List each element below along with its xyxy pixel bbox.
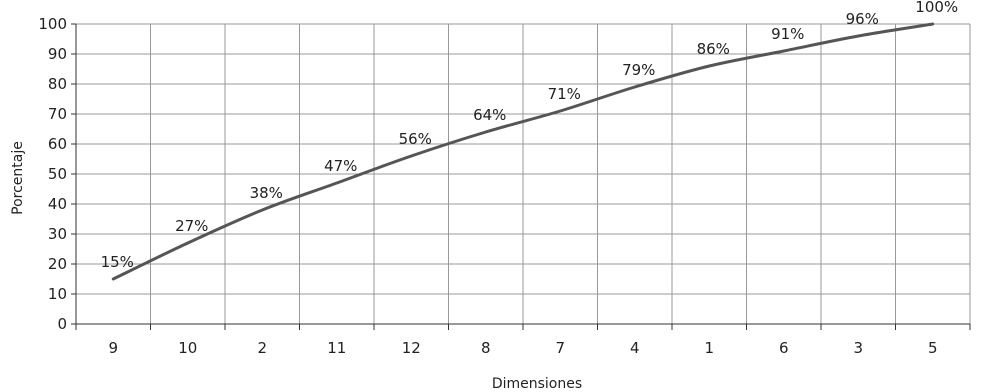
- series-line-group: [111, 22, 935, 281]
- series-line: [111, 22, 935, 281]
- data-label: 86%: [697, 40, 730, 58]
- data-label: 27%: [175, 217, 208, 235]
- data-label: 38%: [250, 184, 283, 202]
- y-axis-title: Porcentaje: [10, 141, 26, 215]
- data-label: 64%: [473, 106, 506, 124]
- y-tick-label: 90: [48, 45, 67, 63]
- y-tick-label: 20: [48, 255, 67, 273]
- y-tick-label: 60: [48, 135, 67, 153]
- y-tick-label: 50: [48, 165, 67, 183]
- data-label: 47%: [324, 157, 357, 175]
- data-label: 96%: [846, 10, 879, 28]
- data-label: 56%: [399, 130, 432, 148]
- data-labels: 15% 27% 38% 47% 56% 64% 71% 79% 86% 91% 96% 100%: [101, 0, 959, 271]
- chart-axes: [71, 23, 971, 330]
- x-tick-label: 11: [327, 339, 346, 357]
- x-tick-label: 7: [555, 339, 565, 357]
- x-tick-label: 10: [178, 339, 197, 357]
- x-tick-labels: 9 10 2 11 12 8 7 4 1 6 3 5: [108, 339, 937, 357]
- x-tick-label: 6: [779, 339, 789, 357]
- y-tick-label: 30: [48, 225, 67, 243]
- x-tick-label: 1: [704, 339, 714, 357]
- y-tick-label: 40: [48, 195, 67, 213]
- y-tick-label: 10: [48, 285, 67, 303]
- x-tick-label: 5: [928, 339, 938, 357]
- x-tick-label: 4: [630, 339, 640, 357]
- x-tick-label: 9: [108, 339, 118, 357]
- x-tick-label: 8: [481, 339, 491, 357]
- data-label: 91%: [771, 25, 804, 43]
- data-label: 71%: [548, 85, 581, 103]
- y-tick-labels: 0 10 20 30 40 50 60 70 80 90 100: [38, 15, 67, 333]
- grid-lines: [75, 23, 971, 325]
- x-tick-label: 2: [257, 339, 267, 357]
- y-tick-label: 100: [38, 15, 67, 33]
- x-tick-label: 12: [402, 339, 421, 357]
- data-label: 79%: [622, 61, 655, 79]
- y-tick-label: 70: [48, 105, 67, 123]
- x-tick-label: 3: [853, 339, 863, 357]
- y-tick-label: 0: [57, 315, 67, 333]
- data-label: 100%: [915, 0, 958, 16]
- x-axis-title: Dimensiones: [492, 376, 582, 392]
- data-label: 15%: [101, 253, 134, 271]
- y-tick-label: 80: [48, 75, 67, 93]
